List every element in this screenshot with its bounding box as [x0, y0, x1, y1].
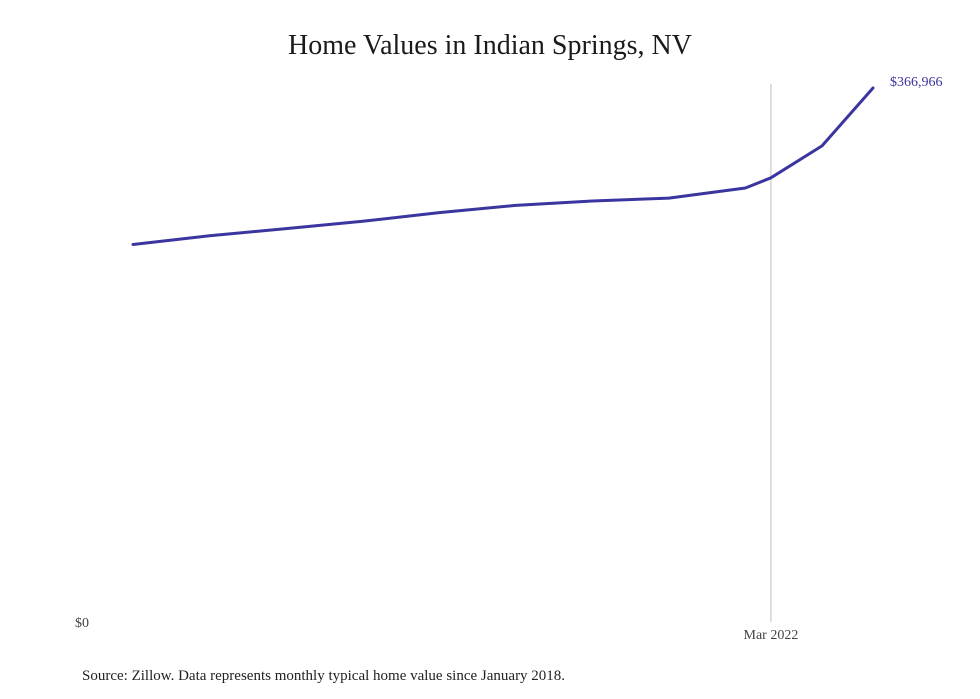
y-tick-label: $0 — [75, 616, 89, 631]
source-note: Source: Zillow. Data represents monthly … — [82, 668, 566, 684]
chart-title: Home Values in Indian Springs, NV — [288, 30, 692, 61]
line-chart: $366,966 $0 Mar 2022 — [75, 75, 943, 643]
x-tick-label: Mar 2022 — [744, 628, 799, 643]
end-value-label: $366,966 — [890, 75, 943, 90]
series-line — [131, 86, 875, 246]
